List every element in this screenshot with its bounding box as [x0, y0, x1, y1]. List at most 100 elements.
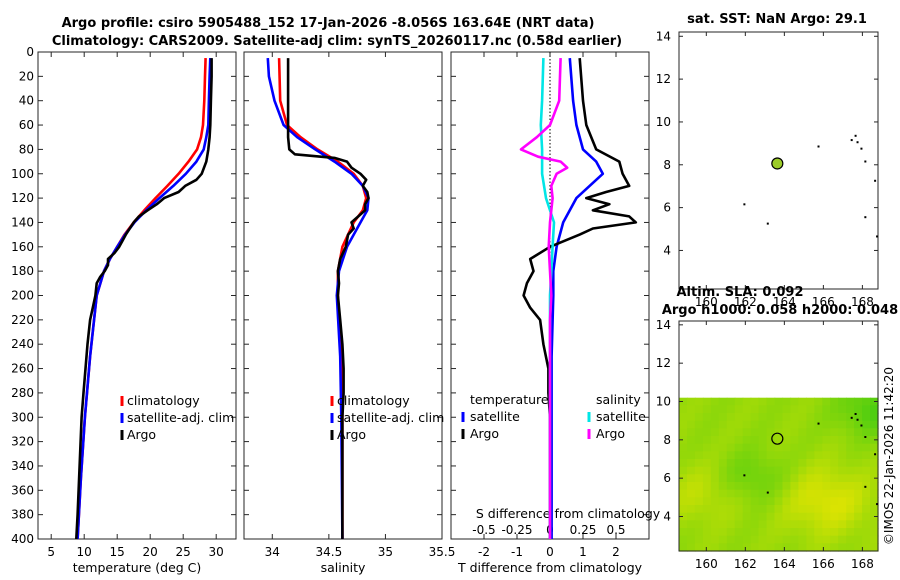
sla-field-cell	[814, 413, 823, 422]
sla-field-cell	[790, 543, 799, 552]
sla-field-cell	[687, 443, 696, 452]
sla_map-ytick-label: 10	[656, 395, 671, 409]
sla-field-cell	[870, 535, 879, 544]
salinity-legend-label: climatology	[337, 393, 410, 408]
sla-field-cell	[790, 405, 799, 414]
sla-field-cell	[702, 397, 712, 406]
sla-field-cell	[742, 528, 752, 537]
sla-field-cell	[838, 512, 847, 521]
sla-field-cell	[838, 459, 847, 468]
sla-field-cell	[830, 420, 839, 429]
sla-field-cell	[718, 405, 728, 414]
sla-field-cell	[854, 505, 863, 514]
sla-field-cell	[758, 466, 768, 475]
sla-field-cell	[710, 482, 720, 491]
sla-field-cell	[814, 543, 823, 552]
salinity-diff-tick-label: -0.25	[501, 523, 532, 537]
sla-field-cell	[782, 397, 792, 406]
sla-field-cell	[814, 405, 823, 414]
salinity-diff-tick-label: 0.25	[570, 523, 597, 537]
sla-field-cell	[726, 535, 736, 544]
sla-field-cell	[679, 482, 688, 491]
sla-field-cell	[822, 420, 831, 429]
sla-field-cell	[734, 397, 744, 406]
sla-field-cell	[718, 413, 728, 422]
sla-field-cell	[726, 505, 736, 514]
sla-field-cell	[726, 405, 736, 414]
sla-field-cell	[758, 505, 768, 514]
sla-field-cell	[774, 451, 784, 460]
sla-field-cell	[830, 405, 839, 414]
sla-field-cell	[822, 451, 831, 460]
sla-field-cell	[782, 474, 792, 483]
sla-field-cell	[726, 497, 736, 506]
sla-field-cell	[702, 512, 712, 521]
depth-tick-label: 180	[11, 264, 34, 278]
sst_map-xtick-label: 164	[773, 295, 796, 309]
sla-field-cell	[846, 489, 855, 498]
sla-field-cell	[806, 520, 815, 529]
sla-field-cell	[766, 451, 776, 460]
sla-field-cell	[798, 405, 807, 414]
sla-field-cell	[718, 497, 728, 506]
sla-field-cell	[806, 451, 815, 460]
sla-field-cell	[838, 420, 847, 429]
sla-field-cell	[822, 528, 831, 537]
sla-field-cell	[687, 420, 696, 429]
temperature-legend-label: climatology	[127, 393, 200, 408]
sla_map-axes-frame	[678, 320, 879, 552]
sla-field-cell	[750, 436, 760, 445]
sla-field-cell	[726, 512, 736, 521]
sst_map-xtick-label: 166	[812, 295, 835, 309]
sla-field-cell	[758, 528, 768, 537]
sla-field-cell	[822, 436, 831, 445]
sla-field-cell	[734, 428, 744, 437]
sla-field-cell	[758, 489, 768, 498]
sla-field-cell	[790, 497, 799, 506]
sla_map-xtick-label: 164	[773, 557, 796, 571]
salinity-xlabel: salinity	[321, 560, 366, 575]
sla-field-cell	[750, 420, 760, 429]
sla-field-cell	[790, 482, 799, 491]
sla-field-cell	[806, 482, 815, 491]
sla-field-cell	[750, 413, 760, 422]
sla-field-cell	[758, 420, 768, 429]
sla-field-cell	[798, 397, 807, 406]
sla-field-cell	[726, 520, 736, 529]
sla-field-cell	[838, 397, 847, 406]
sla-field-cell	[726, 466, 736, 475]
depth-tick-label: 400	[11, 532, 34, 546]
sla-field-cell	[830, 528, 839, 537]
temperature-legend-label: satellite-adj. clim	[127, 410, 234, 425]
sla-field-cell	[710, 520, 720, 529]
sla-field-cell	[774, 528, 784, 537]
sla-field-cell	[854, 489, 863, 498]
sla-field-cell	[862, 405, 871, 414]
sla-field-cell	[694, 405, 704, 414]
sla-field-cell	[822, 482, 831, 491]
sla-field-cell	[814, 466, 823, 475]
sla-field-cell	[742, 505, 752, 514]
sla-field-cell	[814, 489, 823, 498]
sla-field-cell	[830, 397, 839, 406]
sla-field-cell	[870, 543, 879, 552]
sla-map-title: Altim. SLA: 0.092	[677, 285, 804, 300]
sla-field-cell	[870, 520, 879, 529]
sla-field-cell	[766, 543, 776, 552]
sla-field-cell	[710, 428, 720, 437]
temperature-panel: 0 20 40 60 80 100 120 140 160 180 200 220 240 260 280 3…	[11, 45, 237, 575]
sla-field-cell	[822, 466, 831, 475]
sla-field-cell	[790, 505, 799, 514]
sla-field-cell	[766, 474, 776, 483]
sla-field-cell	[734, 543, 744, 552]
sla-field-cell	[830, 489, 839, 498]
sla-field-cell	[710, 497, 720, 506]
sla-field-cell	[782, 428, 792, 437]
sla-field-cell	[830, 505, 839, 514]
sla-field-cell	[838, 405, 847, 414]
sla-field-cell	[830, 497, 839, 506]
depth-tick-label: 280	[11, 386, 34, 400]
island-marker	[860, 147, 863, 150]
sla-field-cell	[710, 474, 720, 483]
